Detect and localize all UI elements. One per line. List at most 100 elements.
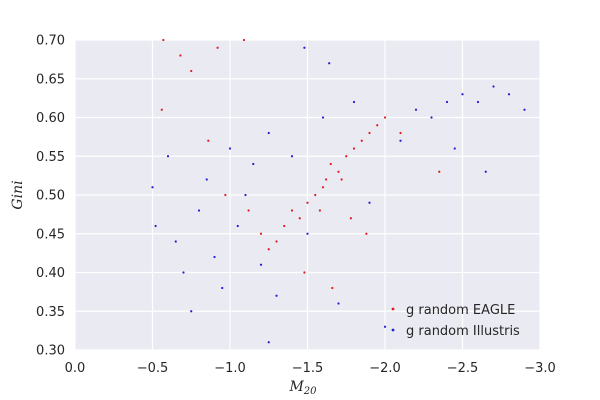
eagle-data-point [216, 46, 219, 49]
x-tick-label: −0.5 [137, 361, 169, 376]
x-tick-label: −1.0 [214, 361, 246, 376]
eagle-data-point [283, 224, 286, 228]
illustris-data-point [151, 186, 154, 189]
legend-label-illustris: g random Illustris [406, 324, 520, 339]
illustris-data-point [484, 170, 487, 173]
eagle-data-point [298, 217, 301, 220]
eagle-data-point [331, 286, 334, 290]
illustris-data-point [190, 310, 193, 313]
eagle-data-point [207, 139, 210, 142]
illustris-data-point [252, 162, 255, 166]
illustris-data-point [414, 108, 418, 111]
illustris-data-point [430, 116, 433, 119]
x-tick-label: −2.5 [447, 361, 479, 376]
eagle-data-point [368, 131, 371, 135]
illustris-data-point [221, 286, 224, 290]
eagle-data-point [383, 116, 387, 119]
illustris-data-point [368, 201, 371, 204]
eagle-data-point [329, 162, 332, 166]
illustris-data-point [290, 155, 294, 158]
eagle-data-point [190, 69, 193, 73]
illustris-data-point [383, 325, 387, 328]
eagle-data-point [303, 271, 306, 274]
y-tick-label: 0.70 [36, 34, 65, 49]
eagle-data-point [318, 209, 321, 212]
eagle-data-point [438, 170, 441, 173]
y-tick-label: 0.55 [36, 150, 65, 165]
y-tick-label: 0.65 [36, 72, 65, 87]
illustris-data-point [228, 147, 232, 150]
illustris-data-point [166, 155, 170, 158]
y-axis-label: Gini [10, 180, 26, 209]
illustris-data-point [399, 139, 402, 142]
illustris-data-point [306, 232, 309, 235]
illustris-data-point [492, 85, 495, 88]
y-tick-label: 0.30 [36, 344, 65, 359]
eagle-data-point [360, 139, 363, 142]
illustris-data-point [476, 100, 480, 104]
eagle-data-point [259, 232, 263, 235]
legend: g random EAGLE g random Illustris [391, 303, 520, 339]
y-tick-label: 0.40 [36, 266, 65, 281]
illustris-data-point [244, 193, 247, 197]
eagle-data-point [321, 186, 325, 189]
x-tick-label: 0.0 [65, 361, 86, 376]
illustris-data-point [303, 46, 306, 49]
eagle-data-point [290, 209, 294, 212]
illustris-data-point [328, 62, 331, 65]
eagle-data-point [314, 193, 317, 197]
eagle-data-point [376, 124, 379, 127]
y-tick-labels: 0.30 0.35 0.40 0.45 0.50 0.55 0.60 0.65 0.70 [36, 34, 65, 359]
y-tick-label: 0.45 [36, 227, 65, 242]
illustris-data-point [523, 108, 526, 111]
illustris-data-point [154, 224, 157, 228]
illustris-data-point [507, 93, 511, 96]
eagle-data-point [352, 147, 356, 150]
x-tick-label: −1.5 [292, 361, 324, 376]
illustris-data-point [337, 302, 340, 305]
eagle-data-point [242, 38, 246, 42]
illustris-data-point [321, 116, 325, 119]
eagle-data-point [267, 248, 270, 251]
x-tick-labels: 0.0 −0.5 −1.0 −1.5 −2.0 −2.5 −3.0 [65, 361, 556, 376]
illustris-data-point [453, 147, 456, 150]
eagle-data-point [179, 54, 182, 57]
legend-marker-illustris [391, 328, 395, 332]
eagle-data-point [399, 131, 402, 135]
eagle-data-point [162, 38, 165, 42]
y-tick-label: 0.60 [36, 111, 65, 126]
eagle-data-point [224, 193, 227, 197]
illustris-data-point [275, 294, 278, 297]
illustris-data-point [267, 131, 270, 135]
x-tick-label: −2.0 [369, 361, 401, 376]
x-tick-label: −3.0 [524, 361, 556, 376]
series-eagle-points [160, 38, 441, 290]
y-tick-label: 0.50 [36, 189, 65, 204]
eagle-data-point [337, 170, 340, 173]
eagle-data-point [306, 201, 309, 204]
illustris-data-point [259, 263, 263, 266]
eagle-data-point [340, 178, 343, 181]
illustris-data-point [174, 240, 177, 243]
eagle-data-point [349, 217, 352, 220]
eagle-data-point [325, 178, 328, 181]
eagle-data-point [365, 232, 368, 235]
illustris-data-point [461, 93, 464, 96]
illustris-data-point [236, 224, 239, 228]
eagle-data-point [160, 108, 163, 111]
y-tick-label: 0.35 [36, 305, 65, 320]
illustris-data-point [352, 100, 356, 104]
illustris-data-point [267, 341, 270, 344]
legend-marker-eagle [391, 307, 395, 311]
illustris-data-point [197, 209, 201, 212]
illustris-data-point [182, 271, 185, 274]
eagle-data-point [275, 240, 278, 243]
series-illustris-points [151, 46, 526, 344]
illustris-data-point [205, 178, 208, 181]
x-axis-label-main: M [288, 379, 304, 395]
eagle-data-point [247, 209, 250, 212]
illustris-data-point [213, 255, 216, 259]
eagle-data-point [345, 155, 348, 158]
legend-label-eagle: g random EAGLE [406, 303, 515, 318]
